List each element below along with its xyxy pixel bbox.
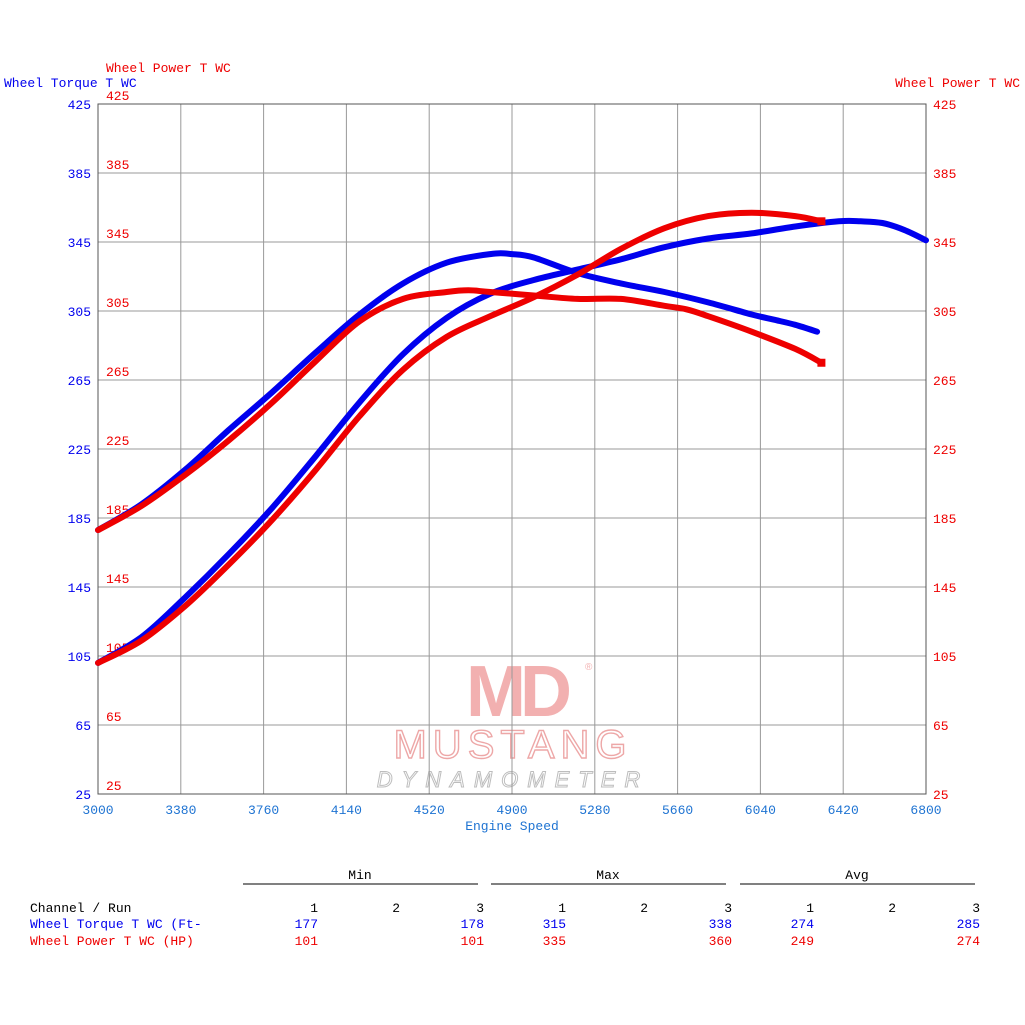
table-cell: 285: [957, 917, 980, 932]
x-tick-label: 4900: [496, 803, 527, 818]
max-header: Max: [596, 868, 620, 883]
logo-md-text: MD: [466, 652, 569, 732]
x-tick-label: 5660: [662, 803, 693, 818]
run-number: 3: [476, 901, 484, 916]
x-tick-label: 6040: [745, 803, 776, 818]
power-run-1-curve: [95, 287, 825, 534]
run-number: 3: [724, 901, 732, 916]
right-tick-label: 225: [933, 443, 956, 458]
table-cell: 101: [461, 934, 485, 949]
torque-run-3-curve: [95, 217, 929, 666]
x-tick-label: 5280: [579, 803, 610, 818]
right-tick-label: 425: [933, 98, 956, 113]
run-number: 2: [888, 901, 896, 916]
avg-header: Avg: [845, 868, 868, 883]
table-cell: 178: [461, 917, 484, 932]
right-tick-label: 265: [933, 374, 956, 389]
run-number: 1: [310, 901, 318, 916]
curves: [95, 209, 929, 666]
table-cells: 177 178 315 338 274 285 101 101 335 360 249 274: [295, 917, 981, 949]
min-header: Min: [348, 868, 371, 883]
table-cell: 335: [543, 934, 566, 949]
left-torque-tick-label: 425: [68, 98, 91, 113]
left-torque-tick-label: 345: [68, 236, 91, 251]
right-tick-label: 185: [933, 512, 956, 527]
mustang-dynamometer-logo: MD ® MUSTANG DYNAMOMETER: [376, 652, 650, 793]
x-tick-label: 6800: [910, 803, 941, 818]
x-tick-label: 3380: [165, 803, 196, 818]
run-number: 2: [640, 901, 648, 916]
right-tick-label: 385: [933, 167, 956, 182]
left-torque-tick-label: 25: [75, 788, 91, 803]
run-numbers: 1 2 3 1 2 3 1 2 3: [310, 901, 980, 916]
table-cell: 338: [709, 917, 732, 932]
left-torque-axis-title: Wheel Torque T WC: [4, 76, 137, 91]
channel-run-header: Channel / Run: [30, 901, 131, 916]
left-power-axis-title: Wheel Power T WC: [106, 61, 231, 76]
right-axis-title: Wheel Power T WC: [895, 76, 1020, 91]
right-tick-label: 145: [933, 581, 956, 596]
left-power-tick-label: 305: [106, 296, 129, 311]
x-axis-title: Engine Speed: [465, 819, 559, 834]
x-tick-label: 4140: [331, 803, 362, 818]
table-cell: 101: [295, 934, 319, 949]
left-power-tick-label: 425: [106, 89, 129, 104]
left-power-tick-label: 385: [106, 158, 129, 173]
right-tick-label: 25: [933, 788, 949, 803]
left-power-tick-label: 345: [106, 227, 129, 242]
logo-mustang-text: MUSTANG: [393, 723, 632, 767]
x-tick-label: 3000: [82, 803, 113, 818]
x-tick-label: 4520: [414, 803, 445, 818]
table-cell: 274: [791, 917, 815, 932]
left-torque-tick-label: 385: [68, 167, 91, 182]
table-cell: 274: [957, 934, 981, 949]
run-number: 2: [392, 901, 400, 916]
tick-labels: 3000 3380 3760 4140 4520 4900 5280 5660 6040 6420…: [68, 89, 957, 818]
left-power-tick-label: 65: [106, 710, 122, 725]
power-run-3-curve: [95, 209, 825, 666]
plot-frame: [97, 103, 927, 795]
table-cell: 315: [543, 917, 566, 932]
summary-table: Min Max Avg Channel / Run 1 2 3 1 2 3 1 2 3 Whee…: [30, 868, 981, 949]
power-row-label: Wheel Power T WC (HP): [30, 934, 194, 949]
torque-row-label: Wheel Torque T WC (Ft-: [30, 917, 202, 932]
right-tick-label: 305: [933, 305, 956, 320]
right-tick-label: 345: [933, 236, 956, 251]
right-tick-label: 65: [933, 719, 949, 734]
left-torque-tick-label: 105: [68, 650, 91, 665]
left-torque-tick-label: 65: [75, 719, 91, 734]
torque-run-1-curve: [95, 250, 821, 534]
right-tick-label: 105: [933, 650, 956, 665]
logo-dynamometer-text: DYNAMOMETER: [377, 767, 650, 792]
run-number: 3: [972, 901, 980, 916]
left-power-tick-label: 225: [106, 434, 129, 449]
logo-registered-mark: ®: [585, 662, 593, 673]
left-power-tick-label: 145: [106, 572, 129, 587]
table-cell: 177: [295, 917, 318, 932]
run-number: 1: [558, 901, 566, 916]
left-power-tick-label: 25: [106, 779, 122, 794]
left-torque-tick-label: 305: [68, 305, 91, 320]
left-torque-tick-label: 265: [68, 374, 91, 389]
table-cell: 249: [791, 934, 814, 949]
x-tick-label: 6420: [828, 803, 859, 818]
left-power-tick-label: 265: [106, 365, 129, 380]
x-tick-label: 3760: [248, 803, 279, 818]
left-torque-tick-label: 145: [68, 581, 91, 596]
table-cell: 360: [709, 934, 732, 949]
run-number: 1: [806, 901, 814, 916]
left-torque-tick-label: 185: [68, 512, 91, 527]
left-torque-tick-label: 225: [68, 443, 91, 458]
grid: [97, 103, 927, 795]
